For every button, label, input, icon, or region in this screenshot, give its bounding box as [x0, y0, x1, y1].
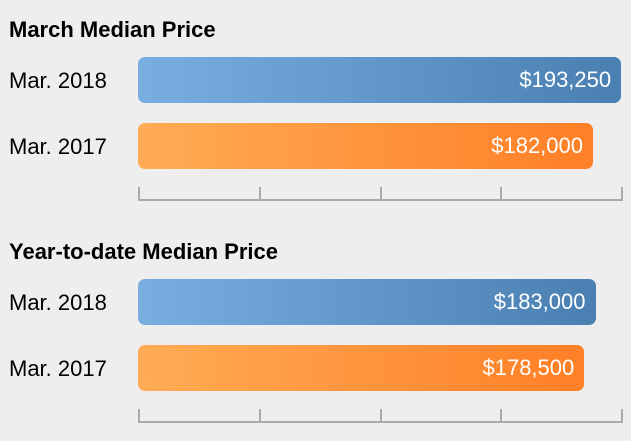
bar-label: Mar. 2017: [9, 134, 107, 159]
bar: $178,500: [138, 345, 585, 391]
chart-title: March Median Price: [9, 17, 216, 42]
x-axis: [138, 409, 623, 423]
data-label: $183,000: [493, 289, 586, 314]
data-label: $182,000: [491, 133, 583, 158]
axis-tick: [621, 187, 623, 201]
chart-panel-ytd: Year-to-date Median Price Mar. 2018 $183…: [0, 222, 631, 441]
axis-tick: [258, 409, 261, 423]
axis-tick: [379, 409, 382, 423]
bar-label: Mar. 2018: [9, 290, 107, 315]
axis-tick: [138, 409, 140, 423]
axis-tick: [138, 187, 140, 201]
data-label: $178,500: [482, 355, 575, 380]
chart-title: Year-to-date Median Price: [9, 239, 278, 264]
x-axis: [138, 187, 623, 201]
axis-tick: [621, 409, 623, 423]
axis-tick: [500, 409, 503, 423]
axis-tick: [500, 187, 503, 201]
bar-label: Mar. 2017: [9, 356, 107, 381]
bar-label: Mar. 2018: [9, 68, 107, 93]
bar: $193,250: [138, 57, 622, 103]
axis-tick: [379, 187, 382, 201]
data-label: $193,250: [519, 67, 612, 92]
bar: $182,000: [138, 123, 593, 169]
bar: $183,000: [138, 279, 596, 325]
axis-tick: [258, 187, 261, 201]
chart-panel-march: March Median Price Mar. 2018 $193,250 Ma…: [0, 0, 631, 220]
